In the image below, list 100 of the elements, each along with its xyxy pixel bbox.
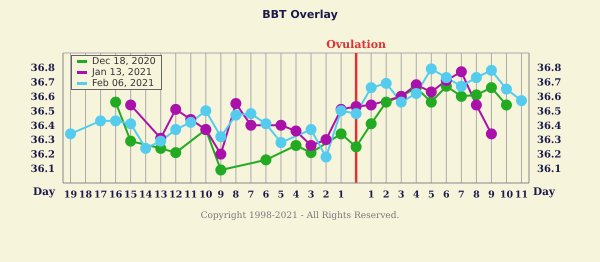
x-tick-label: 17 xyxy=(94,190,108,201)
point xyxy=(185,116,196,128)
point xyxy=(380,78,392,89)
y2-tick-label: 36.2 xyxy=(537,150,562,161)
x-tick-label: 5 xyxy=(278,190,284,201)
y-tick-label: 36.5 xyxy=(30,106,56,118)
legend-label: Feb 06, 2021 xyxy=(92,78,154,89)
point xyxy=(336,128,347,140)
point xyxy=(456,80,467,92)
point xyxy=(306,124,317,136)
x-tick-label: 11 xyxy=(514,190,528,201)
point xyxy=(500,100,512,110)
point xyxy=(500,84,512,95)
y2-tick-label: 36.3 xyxy=(537,135,562,146)
point xyxy=(155,136,166,147)
point xyxy=(426,96,437,108)
x-tick-label: 11 xyxy=(184,190,198,201)
y-tick-label: 36.4 xyxy=(30,120,56,132)
x-tick-label: 2 xyxy=(322,190,330,201)
point xyxy=(366,118,377,130)
point xyxy=(110,115,122,126)
y2-tick-label: 36.5 xyxy=(537,106,562,118)
point xyxy=(260,118,272,130)
point xyxy=(200,105,212,116)
y2-tick-label: 36.6 xyxy=(537,92,562,103)
x-tick-label: 15 xyxy=(124,190,138,201)
point xyxy=(125,118,136,130)
point xyxy=(275,120,286,131)
point xyxy=(486,82,497,94)
x-axis-title: Day xyxy=(533,186,556,198)
ref-line-label: Ovulation xyxy=(326,38,386,51)
point xyxy=(366,100,377,110)
legend-label: Dec 18, 2020 xyxy=(92,56,156,67)
y-tick-label: 36.2 xyxy=(30,150,56,161)
point xyxy=(306,140,317,151)
x-tick-label: 14 xyxy=(139,190,153,201)
point xyxy=(410,88,422,99)
point xyxy=(245,120,256,131)
x-tick-label: 18 xyxy=(78,190,93,201)
point xyxy=(486,64,497,76)
point xyxy=(380,96,392,108)
point xyxy=(320,134,332,146)
point xyxy=(486,128,497,140)
y-tick-label: 36.3 xyxy=(30,135,56,146)
point xyxy=(215,148,226,160)
x-tick-label: 5 xyxy=(428,190,435,201)
point xyxy=(230,98,242,110)
point xyxy=(170,104,182,115)
point xyxy=(396,96,407,108)
point xyxy=(170,147,182,158)
x-tick-label: 16 xyxy=(108,190,123,201)
x-tick-label: 6 xyxy=(262,190,270,201)
point xyxy=(440,72,452,84)
x-tick-label: 9 xyxy=(488,190,496,201)
x-tick-label: 1 xyxy=(338,190,344,201)
x-tick-label: 1 xyxy=(368,190,374,201)
point xyxy=(65,128,76,140)
y2-tick-label: 36.7 xyxy=(537,77,562,88)
x-tick-label: 19 xyxy=(64,190,78,201)
text: Copyright 1998-2021 - All Rights Reserved. xyxy=(200,211,400,221)
point xyxy=(125,100,136,110)
x-tick-label: 9 xyxy=(218,190,225,201)
point xyxy=(170,124,182,136)
point xyxy=(516,95,527,106)
y2-tick-label: 36.8 xyxy=(537,62,562,74)
point xyxy=(290,126,302,136)
point xyxy=(260,154,272,166)
text: Day xyxy=(33,186,56,198)
x-tick-label: 4 xyxy=(412,190,420,201)
y-tick-label: 36.1 xyxy=(30,164,55,176)
point xyxy=(470,100,482,110)
point xyxy=(470,72,482,84)
x-tick-label: 3 xyxy=(308,190,314,201)
x-tick-label: 10 xyxy=(500,190,514,201)
point xyxy=(245,108,256,120)
x-tick-label: 6 xyxy=(443,190,450,201)
point xyxy=(320,152,332,162)
point xyxy=(426,86,437,98)
x-tick-label: 8 xyxy=(473,190,480,201)
x-tick-label: 2 xyxy=(382,190,390,201)
point xyxy=(215,164,226,176)
point xyxy=(350,108,362,120)
x-tick-label: 7 xyxy=(248,190,254,201)
x-tick-label: 13 xyxy=(154,190,168,201)
point xyxy=(230,110,242,121)
x-tick-label: 3 xyxy=(398,190,405,201)
chart-title: BBT Overlay xyxy=(261,8,339,21)
x-tick-label: 12 xyxy=(169,190,182,201)
x-tick-label: 7 xyxy=(458,190,465,201)
point xyxy=(110,96,122,108)
x-tick-label: 10 xyxy=(199,190,213,201)
x-tick-label: 4 xyxy=(292,190,300,201)
y-tick-label: 36.6 xyxy=(30,92,56,103)
point xyxy=(140,142,152,154)
x-tick-label: 8 xyxy=(232,190,240,201)
point xyxy=(456,90,467,102)
y-tick-label: 36.7 xyxy=(30,77,56,88)
legend-label: Jan 13, 2021 xyxy=(92,67,152,78)
point xyxy=(125,136,136,147)
point xyxy=(95,115,106,126)
